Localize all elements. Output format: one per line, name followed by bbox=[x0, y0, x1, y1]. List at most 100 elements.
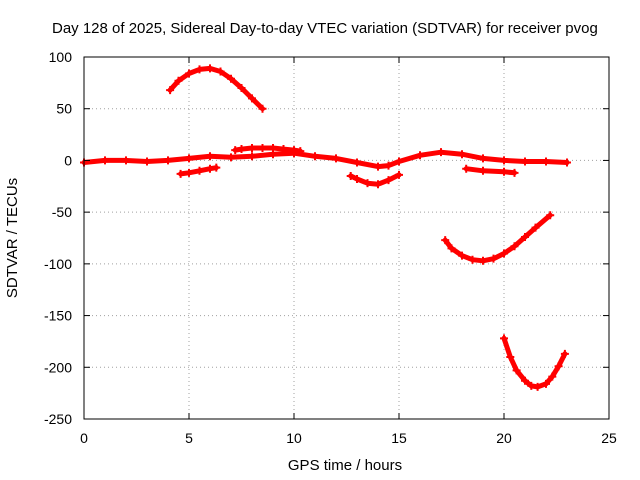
data-point bbox=[500, 334, 508, 343]
data-point bbox=[185, 154, 193, 163]
data-point bbox=[479, 166, 487, 175]
y-tick-label: 0 bbox=[64, 152, 72, 168]
data-point bbox=[101, 156, 109, 165]
data-point bbox=[206, 164, 214, 173]
data-point bbox=[560, 349, 569, 358]
data-point bbox=[531, 223, 540, 232]
data-point bbox=[384, 161, 393, 170]
data-point bbox=[353, 175, 361, 184]
y-axis-ticks: -250 -200 -150 -100 -50 0 50 100 bbox=[44, 49, 609, 427]
data-point bbox=[258, 104, 267, 113]
series-trace bbox=[442, 212, 553, 264]
series-trace bbox=[167, 65, 265, 112]
data-point bbox=[206, 152, 214, 161]
data-point bbox=[458, 251, 466, 260]
data-point bbox=[258, 144, 267, 153]
x-tick-label: 10 bbox=[286, 430, 302, 446]
data-point bbox=[395, 170, 403, 179]
data-point bbox=[447, 244, 456, 253]
y-tick-label: -200 bbox=[44, 359, 72, 375]
data-point bbox=[489, 254, 498, 263]
data-point bbox=[231, 146, 240, 155]
data-point bbox=[542, 379, 550, 388]
plot-border bbox=[83, 56, 610, 420]
data-point bbox=[506, 352, 515, 361]
x-axis-ticks: 0 5 10 15 20 25 bbox=[80, 57, 617, 446]
data-point bbox=[521, 376, 529, 385]
chart-title: Day 128 of 2025, Sidereal Day-to-day VTE… bbox=[52, 20, 598, 37]
data-point bbox=[248, 152, 256, 161]
data-point bbox=[311, 152, 319, 161]
data-point bbox=[143, 157, 151, 166]
y-tick-label: 100 bbox=[49, 49, 73, 65]
series-arc-dip-21 bbox=[500, 334, 569, 391]
series-arc-dip-19 bbox=[441, 211, 555, 265]
data-point bbox=[395, 157, 403, 166]
data-point bbox=[437, 148, 445, 157]
y-tick-label: -250 bbox=[44, 411, 72, 427]
data-point bbox=[563, 158, 571, 167]
x-tick-label: 0 bbox=[80, 430, 88, 446]
data-point bbox=[174, 76, 183, 85]
data-point bbox=[248, 94, 256, 103]
series-trace bbox=[81, 149, 570, 170]
data-point bbox=[546, 211, 555, 220]
data-point bbox=[521, 157, 529, 166]
y-tick-label: -150 bbox=[44, 308, 72, 324]
data-point bbox=[542, 157, 550, 166]
data-point bbox=[363, 179, 372, 188]
x-tick-label: 15 bbox=[391, 430, 407, 446]
data-point bbox=[462, 164, 471, 173]
data-point bbox=[279, 145, 288, 154]
data-point bbox=[176, 169, 185, 178]
data-point bbox=[206, 64, 214, 73]
data-point bbox=[479, 154, 487, 163]
data-point bbox=[458, 150, 466, 159]
data-marks bbox=[80, 64, 571, 391]
series-trace bbox=[463, 166, 517, 176]
series-arc-upper-mid bbox=[231, 144, 305, 156]
data-point bbox=[164, 156, 172, 165]
y-tick-label: -100 bbox=[44, 256, 72, 272]
x-tick-label: 20 bbox=[496, 430, 512, 446]
data-point bbox=[510, 168, 519, 177]
data-point bbox=[479, 256, 487, 265]
series-arc-small-neg bbox=[176, 163, 221, 178]
data-point bbox=[248, 144, 256, 153]
y-tick-label: -50 bbox=[52, 204, 72, 220]
data-point bbox=[500, 167, 508, 176]
data-point bbox=[500, 156, 508, 165]
data-point bbox=[512, 366, 521, 375]
series-arc-dip-14 bbox=[346, 170, 403, 189]
data-point bbox=[468, 255, 477, 264]
data-point bbox=[212, 163, 221, 172]
data-point bbox=[353, 158, 361, 167]
data-point bbox=[227, 74, 235, 83]
data-point bbox=[290, 146, 298, 155]
grid bbox=[84, 57, 609, 419]
data-point bbox=[416, 151, 424, 160]
data-point bbox=[548, 372, 557, 381]
data-point bbox=[533, 382, 542, 391]
series-arc-high-hump bbox=[166, 64, 267, 113]
data-point bbox=[500, 249, 508, 258]
data-point bbox=[237, 84, 246, 93]
x-axis-label: GPS time / hours bbox=[288, 457, 402, 474]
data-point bbox=[185, 168, 193, 177]
data-point bbox=[122, 156, 130, 165]
series-arc-neg-19 bbox=[462, 164, 519, 177]
data-point bbox=[384, 176, 393, 185]
x-tick-label: 5 bbox=[185, 430, 193, 446]
series-arc-main-baseline bbox=[80, 148, 571, 171]
data-point bbox=[227, 153, 235, 162]
data-point bbox=[216, 67, 225, 76]
data-point bbox=[510, 242, 519, 251]
data-point bbox=[195, 166, 204, 175]
data-point bbox=[346, 171, 355, 180]
data-point bbox=[269, 144, 277, 153]
y-tick-label: 50 bbox=[56, 101, 72, 117]
data-point bbox=[554, 362, 563, 371]
data-point bbox=[296, 147, 305, 156]
series-trace bbox=[501, 335, 568, 390]
